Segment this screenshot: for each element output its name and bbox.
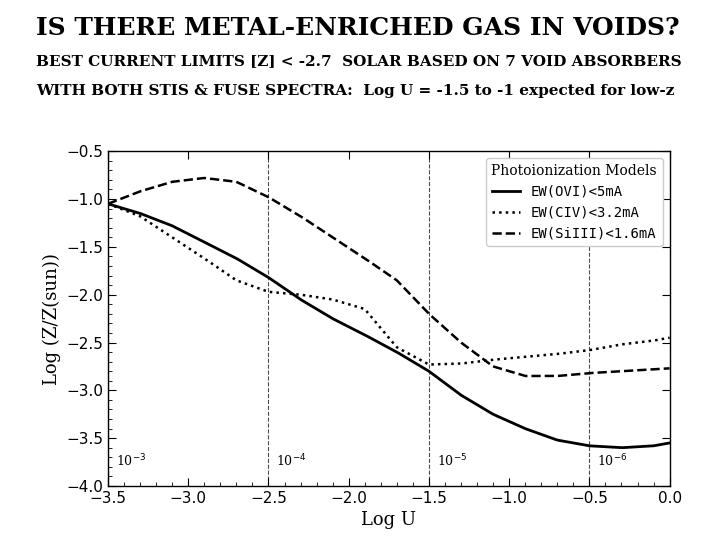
Text: 10$^{-3}$: 10$^{-3}$ <box>116 453 146 469</box>
Text: BEST CURRENT LIMITS [Z] < -2.7  SOLAR BASED ON 7 VOID ABSORBERS: BEST CURRENT LIMITS [Z] < -2.7 SOLAR BAS… <box>36 54 682 68</box>
Legend: EW(OVI)<5mA, EW(CIV)<3.2mA, EW(SiIII)<1.6mA: EW(OVI)<5mA, EW(CIV)<3.2mA, EW(SiIII)<1.… <box>486 158 662 246</box>
Text: 10$^{-6}$: 10$^{-6}$ <box>598 453 628 469</box>
Text: WITH BOTH STIS & FUSE SPECTRA:  Log U = -1.5 to -1 expected for low-z: WITH BOTH STIS & FUSE SPECTRA: Log U = -… <box>36 84 675 98</box>
Y-axis label: Log (Z/Z(sun)): Log (Z/Z(sun)) <box>42 253 60 384</box>
X-axis label: Log U: Log U <box>361 511 416 529</box>
Text: 10$^{-5}$: 10$^{-5}$ <box>437 453 467 469</box>
Text: 10$^{-4}$: 10$^{-4}$ <box>276 453 307 469</box>
Text: IS THERE METAL-ENRICHED GAS IN VOIDS?: IS THERE METAL-ENRICHED GAS IN VOIDS? <box>36 16 680 40</box>
